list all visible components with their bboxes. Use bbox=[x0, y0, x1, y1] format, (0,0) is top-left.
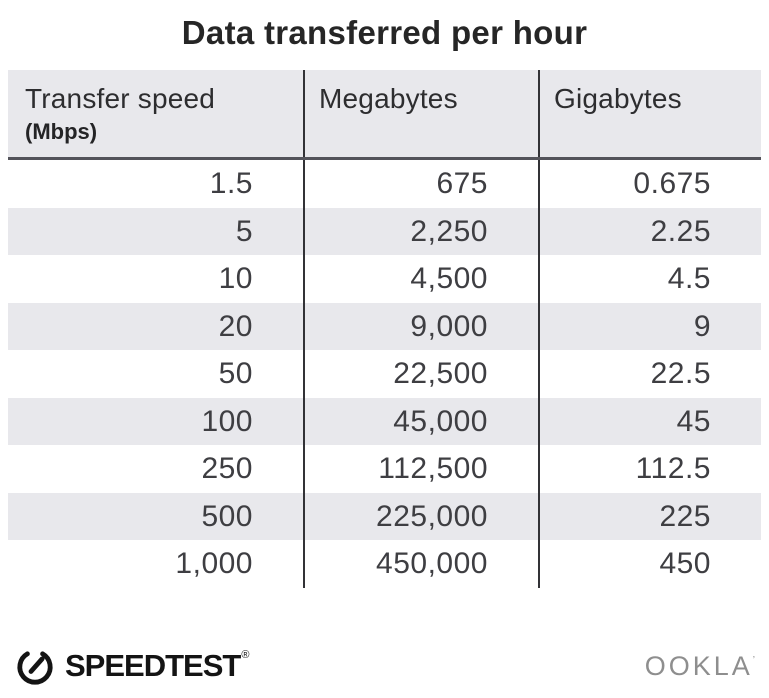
table-cell: 50 bbox=[218, 357, 253, 390]
table-cell: 2.25 bbox=[538, 207, 761, 255]
table-row: 100 45,000 45 bbox=[8, 397, 761, 445]
column-header-label: Gigabytes bbox=[554, 83, 682, 114]
table-row: 1.5 675 0.675 bbox=[8, 160, 761, 208]
column-header-label: Megabytes bbox=[319, 83, 458, 114]
table-cell: 20 bbox=[218, 309, 253, 343]
table-cell: 100 bbox=[201, 404, 253, 438]
table-cell: 4.5 bbox=[538, 255, 761, 303]
table-row: 10 4,500 4.5 bbox=[8, 255, 761, 303]
table-cell: 2,250 bbox=[303, 207, 538, 255]
table-row: 500 225,000 225 bbox=[8, 492, 761, 540]
table-row: 1,000 450,000 450 bbox=[8, 540, 761, 588]
table-cell: 112,500 bbox=[303, 445, 538, 493]
table-cell: 675 bbox=[303, 160, 538, 208]
table-body: 1.5 675 0.675 5 2,250 2.25 10 4,500 4.5 20 9,000 9 5… bbox=[8, 160, 761, 588]
gauge-icon bbox=[17, 651, 53, 685]
footer: SPEEDTEST ® OOKLA ’ bbox=[14, 642, 755, 690]
table-cell: 450,000 bbox=[303, 540, 538, 588]
table-cell: 1.5 bbox=[209, 167, 253, 200]
speedtest-wordmark: SPEEDTEST bbox=[65, 648, 241, 683]
table-cell: 9 bbox=[538, 302, 761, 350]
table-cell: 9,000 bbox=[303, 302, 538, 350]
table-cell: 500 bbox=[201, 499, 253, 533]
table-cell: 1,000 bbox=[175, 547, 253, 580]
data-table: Transfer speed (Mbps) Megabytes Gigabyte… bbox=[8, 70, 761, 588]
table-row: 20 9,000 9 bbox=[8, 302, 761, 350]
table-cell: 45 bbox=[538, 397, 761, 445]
table-cell: 5 bbox=[235, 214, 253, 248]
ookla-trademark-icon: ’ bbox=[752, 654, 755, 666]
column-header-transfer-speed: Transfer speed (Mbps) bbox=[8, 70, 303, 157]
ookla-wordmark: OOKLA bbox=[644, 650, 753, 681]
registered-trademark-icon: ® bbox=[241, 649, 250, 661]
table-cell: 45,000 bbox=[303, 397, 538, 445]
column-header-sublabel: (Mbps) bbox=[25, 119, 98, 144]
column-header-megabytes: Megabytes bbox=[303, 70, 538, 157]
table-cell: 22,500 bbox=[303, 350, 538, 398]
table-header-row: Transfer speed (Mbps) Megabytes Gigabyte… bbox=[8, 70, 761, 160]
table-cell: 225,000 bbox=[303, 492, 538, 540]
table-cell: 225 bbox=[538, 492, 761, 540]
column-header-label: Transfer speed bbox=[25, 83, 216, 114]
table-row: 5 2,250 2.25 bbox=[8, 207, 761, 255]
table-cell: 0.675 bbox=[538, 160, 761, 208]
table-row: 250 112,500 112.5 bbox=[8, 445, 761, 493]
page-title: Data transferred per hour bbox=[181, 14, 588, 51]
table-cell: 22.5 bbox=[538, 350, 761, 398]
table-row: 50 22,500 22.5 bbox=[8, 350, 761, 398]
table-cell: 10 bbox=[218, 262, 253, 295]
speedtest-logo: SPEEDTEST ® bbox=[14, 644, 249, 688]
table-cell: 112.5 bbox=[538, 445, 761, 493]
column-header-gigabytes: Gigabytes bbox=[538, 70, 761, 157]
table-cell: 450 bbox=[538, 540, 761, 588]
table-cell: 4,500 bbox=[303, 255, 538, 303]
table-cell: 250 bbox=[201, 452, 253, 485]
ookla-logo: OOKLA ’ bbox=[645, 651, 755, 682]
